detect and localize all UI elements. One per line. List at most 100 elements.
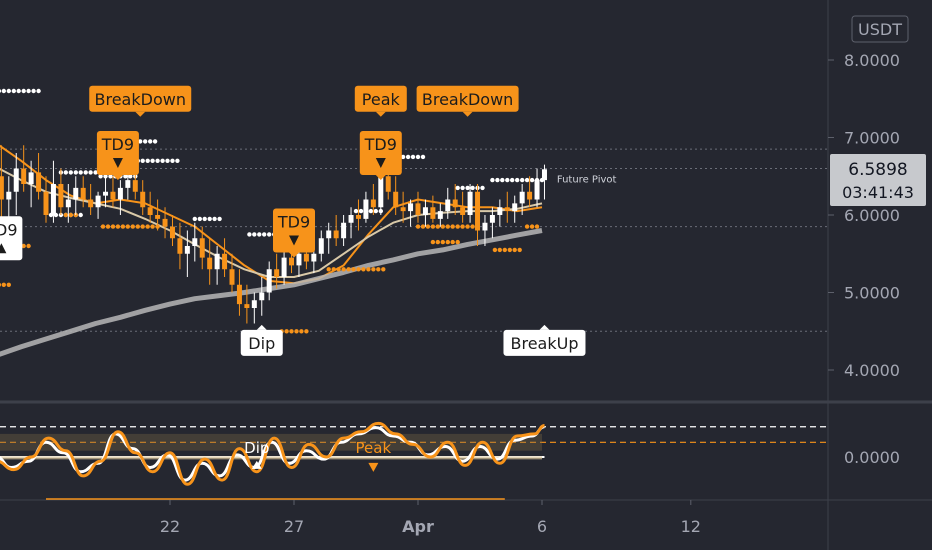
pivot-dot: [445, 224, 450, 229]
pivot-dot: [138, 139, 143, 144]
candle: [460, 191, 466, 223]
candle: [192, 222, 198, 262]
pivot-dot: [529, 177, 535, 183]
price-tick-label: 8.0000: [844, 51, 900, 70]
candle: [117, 180, 123, 215]
candle: [527, 176, 533, 208]
pivot-dot: [455, 224, 460, 229]
pivot-dot: [1, 88, 6, 94]
pivot-dot: [460, 224, 465, 229]
candle-body: [28, 172, 34, 184]
pivot-dot: [465, 185, 470, 191]
candle: [370, 184, 376, 215]
candle-body: [80, 187, 86, 200]
pivot-dot: [502, 247, 507, 253]
pivot-dot: [366, 267, 371, 272]
candle-body: [363, 199, 369, 219]
pivot-dot: [520, 177, 525, 183]
annotation-box: [240, 329, 283, 356]
candle: [229, 253, 235, 293]
candle: [326, 222, 332, 254]
candle: [266, 261, 272, 301]
candle: [199, 226, 205, 270]
candle: [0, 145, 4, 223]
pivot-dot: [326, 267, 331, 272]
annotation-text: TD9: [0, 220, 18, 239]
candle-body: [482, 222, 488, 231]
annotation-breakdown: BreakDown: [416, 85, 519, 117]
candle-body: [385, 176, 391, 192]
price-axis[interactable]: 8.0000 7.0000 6.0000 5.0000 4.0000 0.0000: [828, 51, 900, 467]
pivot-dot: [524, 177, 530, 183]
candle-body: [370, 199, 376, 208]
pivot-dot: [358, 208, 364, 214]
candle-body: [527, 191, 533, 200]
candle: [58, 168, 64, 215]
candle: [512, 195, 518, 223]
candle-body: [177, 238, 183, 254]
candle: [497, 199, 503, 227]
candle-body: [326, 230, 332, 239]
annotation-pointer: [256, 324, 267, 330]
candle: [437, 203, 443, 227]
annotation-pointer: [375, 111, 386, 117]
currency-badge[interactable]: [851, 15, 909, 43]
candle-body: [125, 180, 131, 188]
annotation-text: BreakDown: [422, 90, 513, 109]
oscillator-pane: Dip Peak: [0, 421, 828, 500]
pivot-dot: [460, 185, 465, 191]
pivot-dot-row: [192, 216, 222, 222]
candle-body: [169, 226, 175, 239]
candle-body: [222, 253, 228, 270]
annotation-box: [0, 216, 23, 261]
candle-body: [333, 230, 339, 239]
annotation-arrow: [375, 158, 386, 168]
time-tick-label: 27: [284, 517, 304, 536]
bar-countdown: 03:41:43: [842, 183, 914, 202]
pivot-dot: [155, 158, 160, 163]
pivot-dot: [435, 224, 440, 229]
pivot-dot-row: [0, 88, 41, 94]
pivot-dot: [505, 177, 510, 183]
pivot-dot: [470, 185, 475, 191]
time-axis[interactable]: 22 27 Apr 6 12: [160, 500, 701, 536]
pivot-dot: [331, 267, 336, 272]
annotation-dip: Dip: [240, 324, 283, 356]
candle: [222, 238, 228, 277]
pivot-dot: [304, 329, 309, 334]
candle-body: [408, 203, 414, 212]
pivot-dot: [78, 212, 83, 218]
annotation-arrow: [289, 235, 299, 246]
oscillator-zero-label: 0.0000: [844, 448, 900, 467]
candle-body: [140, 191, 146, 208]
candle: [445, 187, 451, 219]
time-tick-label: 12: [681, 517, 701, 536]
pivot-dot: [351, 267, 356, 272]
pivot-dot: [450, 224, 455, 229]
candle: [214, 246, 220, 285]
candle-body: [58, 184, 64, 208]
candle-body: [103, 191, 109, 196]
candle: [274, 253, 280, 289]
pivot-dot: [130, 224, 135, 229]
pivot-dot: [376, 267, 381, 272]
pivot-dot: [262, 232, 267, 237]
pivot-dot: [500, 177, 505, 183]
candle-body: [214, 253, 220, 270]
annotation-future-pivot: Future Pivot: [557, 174, 617, 185]
pivot-dot: [336, 267, 341, 272]
pivot-dot: [410, 154, 416, 160]
candlestick-layer: [0, 145, 547, 324]
oscillator-series-line: [0, 421, 545, 486]
pivot-dot: [299, 329, 304, 334]
candle-body: [460, 207, 466, 215]
pivot-dot-row: [430, 239, 460, 245]
pivot-dot: [524, 224, 530, 229]
candle: [140, 180, 146, 215]
pivot-dot: [455, 239, 460, 245]
candle: [110, 176, 116, 208]
pivot-dot: [284, 329, 289, 334]
candle: [43, 176, 49, 223]
